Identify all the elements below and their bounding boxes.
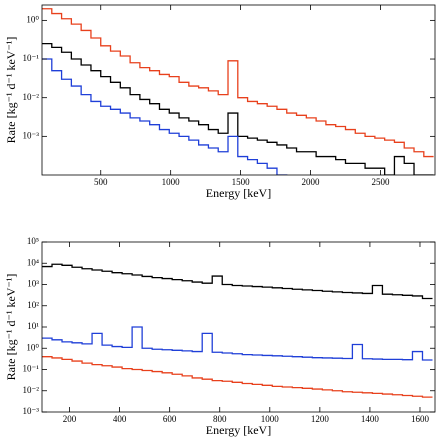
x-tick-label: 2500 bbox=[371, 177, 390, 187]
plot-area bbox=[42, 263, 433, 398]
histogram-step bbox=[42, 263, 433, 300]
y-tick-label: 10⁻² bbox=[23, 385, 40, 395]
y-tick-label: 10⁻¹ bbox=[23, 53, 40, 63]
x-tick-label: 1400 bbox=[361, 414, 380, 424]
x-tick-label: 1600 bbox=[411, 414, 430, 424]
y-tick-label: 10⁻³ bbox=[23, 130, 40, 140]
x-tick-label: 800 bbox=[213, 414, 227, 424]
y-tick-label: 10⁻² bbox=[23, 92, 40, 102]
histogram-step bbox=[42, 356, 433, 398]
x-axis-label: Energy [keV] bbox=[206, 423, 271, 437]
x-axis-label: Energy [keV] bbox=[206, 186, 271, 200]
x-tick-label: 200 bbox=[63, 414, 77, 424]
x-tick-label: 2000 bbox=[302, 177, 321, 187]
x-tick-label: 1000 bbox=[162, 177, 181, 187]
histogram-step bbox=[42, 8, 434, 158]
x-tick-label: 1500 bbox=[232, 177, 251, 187]
y-tick-label: 10⁻¹ bbox=[23, 364, 40, 374]
y-tick-label: 10³ bbox=[27, 279, 39, 289]
y-tick-label: 10⁰ bbox=[26, 342, 39, 352]
plot-area bbox=[42, 8, 434, 175]
histogram-step bbox=[42, 43, 434, 175]
y-tick-label: 10¹ bbox=[27, 321, 39, 331]
axes-frame bbox=[41, 4, 436, 176]
y-tick-label: 10⁻³ bbox=[23, 406, 40, 416]
x-tick-label: 600 bbox=[163, 414, 177, 424]
y-tick-label: 10² bbox=[27, 300, 39, 310]
histogram-step bbox=[42, 326, 433, 361]
axes-frame bbox=[41, 241, 436, 413]
y-tick-label: 10⁵ bbox=[27, 236, 39, 246]
y-axis-label: Rate [kg⁻¹ d⁻¹ keV⁻¹] bbox=[4, 37, 18, 144]
y-tick-label: 10⁰ bbox=[26, 14, 39, 24]
x-tick-label: 500 bbox=[94, 177, 108, 187]
histogram-step bbox=[42, 58, 288, 175]
y-tick-label: 10⁴ bbox=[27, 257, 39, 267]
x-tick-label: 1000 bbox=[261, 414, 280, 424]
x-tick-label: 400 bbox=[113, 414, 127, 424]
y-axis-label: Rate [kg⁻¹ d⁻¹ keV⁻¹] bbox=[4, 274, 18, 381]
x-tick-label: 1200 bbox=[311, 414, 330, 424]
